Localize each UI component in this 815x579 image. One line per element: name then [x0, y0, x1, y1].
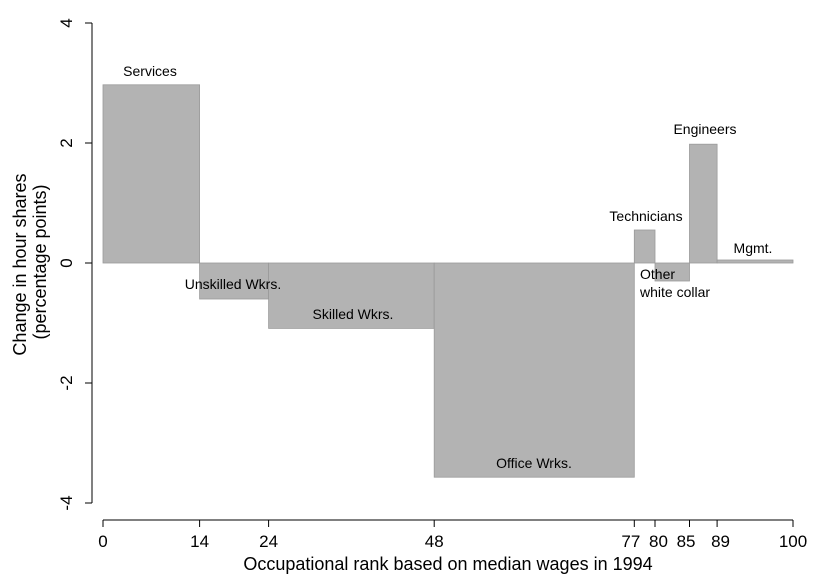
category-label-4: Technicians: [609, 208, 682, 224]
x-tick-label-7: 89: [711, 532, 730, 551]
category-label-1: Unskilled Wkrs.: [185, 276, 281, 292]
bar-1: [199, 262, 270, 300]
bar-5: [654, 262, 690, 282]
category-label-0-line-0: Services: [123, 63, 177, 79]
bar-7: [716, 259, 794, 264]
category-label-6-line-0: Engineers: [673, 121, 736, 137]
category-label-2-line-0: Skilled Wkrs.: [313, 306, 394, 322]
x-tick-label-3: 48: [425, 532, 444, 551]
y-axis-title-line-1: Change in hour shares: [10, 173, 30, 355]
x-tick-label-2: 24: [259, 532, 278, 551]
bars-group: [102, 84, 794, 478]
category-label-5-line-0: Other: [640, 266, 675, 282]
category-label-4-line-0: Technicians: [609, 208, 682, 224]
y-tick-label-4: -4: [57, 495, 76, 510]
category-label-6: Engineers: [673, 121, 736, 137]
y-tick-label-2: 0: [57, 258, 76, 267]
category-label-5: Other white collar: [639, 266, 710, 300]
bar-2: [268, 262, 435, 329]
category-label-7-line-0: Mgmt.: [734, 240, 773, 256]
x-tick-label-1: 14: [190, 532, 209, 551]
category-label-0: Services: [123, 63, 177, 79]
axes-group: 4 2 0 -2 -4 0 14 24 48 77 80 85 89 100: [57, 18, 807, 551]
category-labels-group: Services Unskilled Wkrs. Skilled Wkrs. Offi…: [123, 63, 772, 471]
category-label-7: Mgmt.: [734, 240, 773, 256]
category-label-3: Office Wrks.: [496, 455, 572, 471]
y-axis-title: Change in hour shares (percentage points…: [10, 168, 50, 355]
x-tick-label-0: 0: [98, 532, 107, 551]
bar-4: [633, 229, 656, 264]
bar-3: [433, 262, 635, 478]
y-tick-label-3: -2: [57, 375, 76, 390]
y-tick-label-1: 2: [57, 138, 76, 147]
category-label-3-line-0: Office Wrks.: [496, 455, 572, 471]
category-label-2: Skilled Wkrs.: [313, 306, 394, 322]
x-tick-label-5: 80: [649, 532, 668, 551]
category-label-1-line-0: Unskilled Wkrs.: [185, 276, 281, 292]
y-tick-label-0: 4: [57, 18, 76, 27]
x-axis-title: Occupational rank based on median wages …: [243, 554, 652, 574]
bar-6: [689, 143, 718, 264]
x-tick-label-8: 100: [779, 532, 807, 551]
bar-0: [102, 84, 200, 264]
category-label-5-line-1: white collar: [639, 284, 710, 300]
y-axis-title-line-2: (percentage points): [30, 184, 50, 339]
x-tick-label-6: 85: [677, 532, 696, 551]
x-tick-label-4: 77: [621, 532, 640, 551]
